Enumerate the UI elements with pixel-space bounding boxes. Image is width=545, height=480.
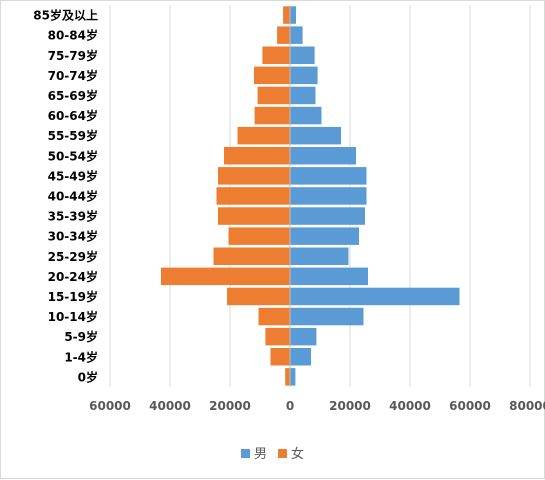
- category-labels: 85岁及以上 80-84岁 75-79岁 70-74岁 65-69岁 60-64岁 55-5…: [33, 8, 98, 385]
- category-label: 40-44岁: [48, 188, 98, 203]
- bar-female: [262, 46, 290, 64]
- category-label: 25-29岁: [48, 249, 98, 264]
- x-tick-label: 60000: [89, 399, 131, 413]
- bar-male: [290, 26, 303, 44]
- bars: [161, 6, 460, 386]
- bar-male: [290, 267, 368, 286]
- bar-female: [161, 267, 290, 286]
- category-label: 65-69岁: [48, 88, 98, 103]
- bar-male: [290, 187, 367, 205]
- bar-female: [270, 348, 290, 366]
- category-label: 70-74岁: [48, 68, 98, 83]
- category-label: 0岁: [78, 369, 98, 384]
- bar-female: [254, 106, 290, 125]
- legend-swatch: [278, 449, 287, 458]
- bar-female: [228, 227, 290, 245]
- bar-male: [290, 348, 311, 366]
- x-tick-labels: 60000 40000 20000 0 20000 40000 60000 80000: [89, 399, 545, 413]
- x-tick-label: 80000: [509, 399, 545, 413]
- legend-swatch: [241, 449, 250, 458]
- category-label: 10-14岁: [48, 309, 98, 324]
- x-tick-label: 0: [286, 399, 294, 413]
- bar-male: [290, 66, 318, 85]
- category-label: 75-79岁: [48, 48, 98, 63]
- bar-male: [290, 227, 359, 245]
- bar-male: [290, 6, 296, 24]
- bar-female: [254, 66, 290, 85]
- category-label: 20-24岁: [48, 269, 98, 284]
- bar-female: [237, 126, 290, 145]
- category-label: 1-4岁: [64, 349, 98, 364]
- category-label: 55-59岁: [48, 128, 98, 143]
- bar-male: [290, 147, 356, 165]
- category-label: 85岁及以上: [33, 8, 98, 23]
- bar-female: [277, 26, 290, 44]
- bar-female: [213, 247, 290, 265]
- legend: 男女: [241, 446, 304, 462]
- category-label: 5-9岁: [64, 329, 98, 344]
- bar-female: [285, 368, 290, 386]
- bar-male: [290, 307, 364, 326]
- bar-female: [257, 86, 290, 105]
- bar-male: [290, 327, 317, 346]
- bar-male: [290, 106, 322, 125]
- x-tick-label: 40000: [149, 399, 191, 413]
- bar-male: [290, 368, 296, 386]
- bar-female: [218, 167, 290, 185]
- x-tick-label: 60000: [449, 399, 491, 413]
- category-label: 50-54岁: [48, 148, 98, 163]
- bar-male: [290, 126, 341, 145]
- category-label: 35-39岁: [48, 209, 98, 224]
- bar-male: [290, 167, 367, 185]
- category-label: 45-49岁: [48, 168, 98, 183]
- x-tick-label: 20000: [209, 399, 251, 413]
- x-tick-label: 20000: [329, 399, 371, 413]
- bar-female: [216, 187, 290, 205]
- bar-female: [224, 147, 290, 165]
- legend-label: 女: [291, 446, 304, 462]
- category-label: 60-64岁: [48, 108, 98, 123]
- bar-female: [265, 327, 290, 346]
- bar-male: [290, 247, 349, 265]
- bar-female: [258, 307, 290, 326]
- bar-male: [290, 207, 365, 225]
- category-label: 80-84岁: [48, 28, 98, 43]
- category-label: 30-34岁: [48, 229, 98, 244]
- bar-male: [290, 46, 315, 64]
- category-label: 15-19岁: [48, 289, 98, 304]
- bar-male: [290, 86, 316, 105]
- bar-female: [283, 6, 290, 24]
- bar-female: [218, 207, 290, 225]
- legend-label: 男: [254, 447, 267, 462]
- x-tick-label: 40000: [389, 399, 431, 413]
- bar-female: [227, 287, 290, 306]
- bar-male: [290, 287, 460, 306]
